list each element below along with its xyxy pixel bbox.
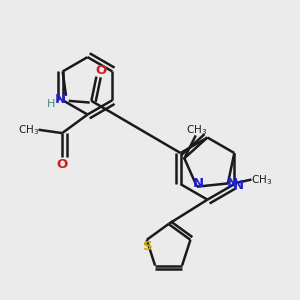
- Text: O: O: [96, 64, 107, 77]
- Text: H: H: [47, 99, 56, 109]
- Text: S: S: [142, 240, 152, 253]
- Text: N: N: [54, 93, 65, 106]
- Text: CH$_3$: CH$_3$: [186, 123, 208, 137]
- Text: N: N: [193, 177, 204, 190]
- Text: N: N: [227, 177, 238, 190]
- Text: CH$_3$: CH$_3$: [251, 173, 272, 187]
- Text: N: N: [233, 179, 244, 192]
- Text: CH$_3$: CH$_3$: [19, 123, 40, 136]
- Text: O: O: [57, 158, 68, 171]
